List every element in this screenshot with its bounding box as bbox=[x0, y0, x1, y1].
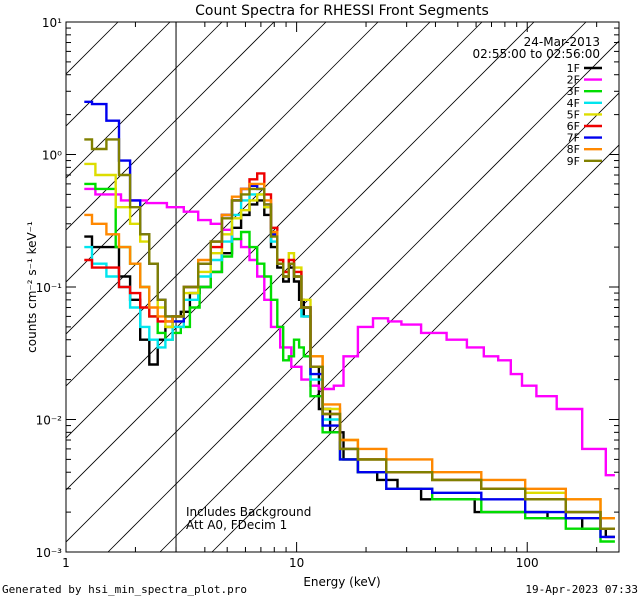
y-tick-label: 10⁻² bbox=[36, 414, 63, 428]
hatch-line bbox=[66, 22, 171, 127]
hatch-line bbox=[159, 92, 619, 552]
generated-by-label: Generated by hsi_min_spectra_plot.pro bbox=[2, 583, 248, 596]
annotation-attenuator: Att A0, FDecim 1 bbox=[186, 518, 287, 532]
hatch-line bbox=[66, 22, 275, 231]
time-range-label: 02:55:00 to 02:56:00 bbox=[473, 47, 600, 61]
legend-label-6f: 6F bbox=[567, 120, 580, 133]
date-label: 24-Mar-2013 bbox=[524, 35, 600, 49]
series-line-1f bbox=[84, 199, 615, 539]
hatch-line bbox=[211, 144, 619, 552]
legend-label-9f: 9F bbox=[567, 155, 580, 168]
y-tick-label: 10⁻¹ bbox=[36, 281, 63, 295]
legend-label-7f: 7F bbox=[567, 132, 580, 145]
x-tick-label: 10 bbox=[289, 556, 304, 570]
series-line-4f bbox=[84, 193, 615, 530]
series-line-6f bbox=[84, 172, 615, 530]
y-tick-label: 10⁰ bbox=[42, 149, 62, 163]
legend-label-1f: 1F bbox=[567, 62, 580, 75]
annotation-background: Includes Background bbox=[186, 505, 311, 519]
x-axis-label: Energy (keV) bbox=[303, 575, 380, 589]
y-tick-label: 10¹ bbox=[42, 16, 62, 30]
hatch-line bbox=[66, 22, 431, 387]
series-line-2f bbox=[84, 187, 615, 477]
hatch-line bbox=[66, 22, 587, 543]
hatched-region bbox=[66, 22, 619, 552]
series-line-8f bbox=[84, 182, 615, 520]
chart-title: Count Spectra for RHESSI Front Segments bbox=[195, 3, 489, 19]
y-tick-label: 10⁻³ bbox=[36, 546, 63, 560]
legend-label-5f: 5F bbox=[567, 108, 580, 121]
hatch-line bbox=[107, 40, 619, 552]
hatch-line bbox=[66, 22, 223, 179]
x-tick-label: 100 bbox=[516, 556, 539, 570]
legend-label-8f: 8F bbox=[567, 143, 580, 156]
hatch-line bbox=[66, 22, 327, 283]
timestamp-label: 19-Apr-2023 07:33 bbox=[525, 583, 638, 596]
series-line-9f bbox=[84, 138, 615, 530]
series-lines bbox=[84, 100, 615, 543]
x-tick-label: 1 bbox=[62, 556, 70, 570]
x-axis: 1 10 100 bbox=[62, 22, 598, 570]
legend-label-2f: 2F bbox=[567, 74, 580, 87]
y-axis-label: counts cm⁻² s⁻¹ keV⁻¹ bbox=[25, 221, 39, 353]
y-axis: 10¹ 10⁰ 10⁻¹ 10⁻² 10⁻³ bbox=[36, 16, 619, 560]
series-line-5f bbox=[84, 162, 615, 520]
hatch-line bbox=[66, 22, 379, 335]
legend-label-3f: 3F bbox=[567, 85, 580, 98]
hatch-line bbox=[66, 22, 483, 439]
series-line-7f bbox=[84, 100, 615, 539]
legend-label-4f: 4F bbox=[567, 97, 580, 110]
hatch-line bbox=[66, 22, 535, 491]
